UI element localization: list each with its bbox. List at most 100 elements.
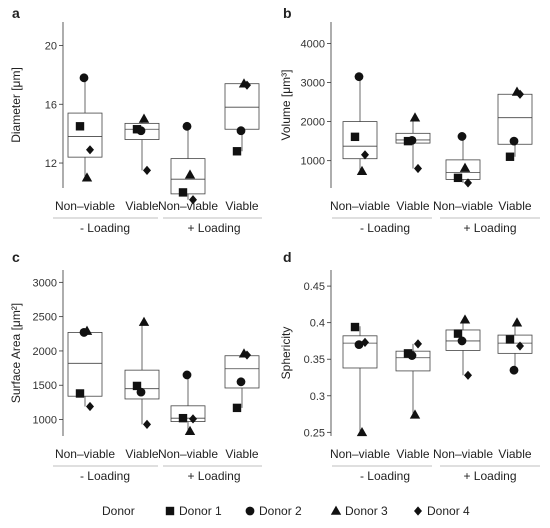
x-category-label: Viable [225, 199, 258, 213]
panel-b: b 1000 2000 3000 4000 Volume [μm³] Non–viable V… [279, 5, 540, 235]
x-category-label: Viable [498, 199, 531, 213]
box [342, 121, 378, 160]
data-point-donor-4 [243, 80, 251, 90]
x-category-label: Non–viable [55, 199, 115, 213]
data-point-donor-3 [459, 314, 471, 324]
panel-letter: a [12, 5, 20, 21]
data-point-donor-4 [189, 195, 197, 205]
group-label: + Loading [187, 469, 240, 483]
legend-label: Donor 4 [427, 504, 470, 518]
panel-letter: b [283, 5, 292, 21]
legend-label: Donor 1 [179, 504, 222, 518]
data-point-donor-2 [236, 126, 246, 136]
y-tick-label: 0.4 [310, 318, 325, 330]
data-point-donor-3 [184, 425, 196, 435]
data-point-donor-1 [232, 403, 242, 413]
data-point-donor-4 [516, 89, 524, 99]
data-point-donor-3 [81, 325, 93, 335]
x-category-label: Non–viable [433, 447, 493, 461]
y-tick-label: 0.25 [304, 427, 325, 439]
y-tick-label: 0.35 [304, 354, 325, 366]
data-point-donor-4 [243, 350, 251, 360]
x-category-label: Viable [125, 199, 158, 213]
group-label: + Loading [463, 469, 516, 483]
y-tick-label: 12 [45, 158, 57, 170]
group-label: - Loading [80, 221, 130, 235]
legend-marker-diamond [414, 506, 422, 516]
data-point-donor-2 [457, 336, 467, 346]
y-axis-label: Surface Area [μm²] [9, 303, 23, 403]
y-axis-label: Volume [μm³] [279, 70, 293, 141]
panel-d: d 0.25 0.3 0.35 0.4 0.45 Sphericity Non–viable V… [279, 249, 540, 483]
y-tick-label: 2500 [33, 312, 57, 324]
legend-label: Donor 3 [345, 504, 388, 518]
y-tick-label: 1500 [33, 380, 57, 392]
x-category-label: Viable [498, 447, 531, 461]
x-category-label: Non–viable [433, 199, 493, 213]
legend-marker-circle [245, 506, 255, 516]
box [224, 83, 260, 130]
data-point-donor-4 [464, 370, 472, 380]
legend-marker-square [165, 506, 175, 516]
data-point-donor-2 [509, 365, 519, 375]
data-point-donor-3 [138, 113, 150, 123]
data-point-donor-1 [403, 349, 413, 358]
y-axis-label: Diameter [μm] [9, 67, 23, 143]
data-point-donor-2 [407, 351, 417, 360]
y-tick-label: 0.45 [304, 281, 325, 293]
x-category-label: Non–viable [158, 447, 218, 461]
box [67, 332, 103, 397]
box [497, 93, 533, 145]
data-point-donor-1 [75, 122, 85, 131]
y-tick-label: 2000 [33, 346, 57, 358]
data-point-donor-4 [414, 339, 422, 349]
data-point-donor-4 [86, 145, 94, 155]
data-point-donor-3 [356, 426, 368, 437]
legend: Donor Donor 1 Donor 2 Donor 3 Donor 4 [102, 504, 470, 518]
legend-title: Donor [102, 504, 135, 518]
x-category-label: Viable [125, 447, 158, 461]
group-label: - Loading [80, 469, 130, 483]
group-label: - Loading [360, 221, 410, 235]
data-point-donor-1 [178, 188, 188, 197]
data-point-donor-2 [457, 132, 467, 141]
box [67, 112, 103, 158]
data-point-donor-1 [350, 132, 360, 142]
box [170, 405, 206, 422]
data-point-donor-3 [356, 165, 368, 176]
data-point-donor-1 [453, 329, 463, 338]
y-tick-label: 20 [45, 41, 57, 53]
group-label: + Loading [187, 221, 240, 235]
y-tick-label: 16 [45, 99, 57, 111]
data-point-donor-1 [232, 147, 242, 156]
data-point-donor-2 [182, 370, 192, 380]
x-category-label: Viable [396, 447, 429, 461]
panel-letter: c [12, 249, 20, 265]
x-category-label: Viable [396, 199, 429, 213]
data-point-donor-4 [143, 165, 151, 175]
group-label: + Loading [463, 221, 516, 235]
data-point-donor-2 [79, 73, 89, 83]
x-category-label: Non–viable [55, 447, 115, 461]
data-point-donor-1 [505, 335, 515, 344]
y-tick-label: 3000 [301, 78, 325, 90]
y-tick-label: 2000 [301, 117, 325, 129]
legend-marker-triangle [330, 505, 342, 515]
data-point-donor-2 [354, 72, 364, 82]
group-label: - Loading [360, 469, 410, 483]
data-point-donor-2 [136, 126, 146, 136]
data-point-donor-1 [350, 322, 360, 332]
y-axis-label: Sphericity [279, 327, 293, 380]
data-point-donor-4 [361, 337, 369, 347]
data-point-donor-3 [184, 169, 196, 179]
y-tick-label: 0.3 [310, 391, 325, 403]
panel-letter: d [283, 249, 292, 265]
y-tick-label: 3000 [33, 277, 57, 289]
data-point-donor-1 [132, 381, 142, 391]
data-point-donor-3 [511, 317, 523, 327]
data-point-donor-4 [414, 163, 422, 174]
data-point-donor-2 [407, 135, 417, 145]
data-point-donor-1 [178, 413, 188, 423]
